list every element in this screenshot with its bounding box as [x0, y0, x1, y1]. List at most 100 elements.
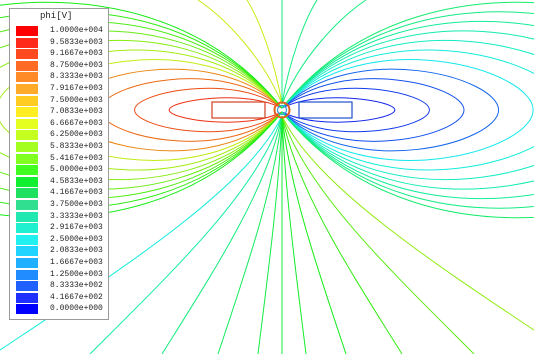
legend-value: 7.5000e+003 [50, 95, 103, 105]
legend-entry: 5.8333e+003 [14, 141, 108, 153]
legend-swatch [16, 211, 38, 222]
center-inner-ring [276, 104, 288, 116]
contour-line [281, 0, 318, 105]
contour-line [281, 30, 534, 190]
legend-swatch [16, 118, 38, 129]
legend-swatch [16, 84, 38, 94]
legend-swatch [16, 95, 38, 106]
contour-line [281, 78, 465, 142]
legend-value: 1.0000e+004 [50, 26, 103, 35]
contour-line [0, 40, 283, 180]
contour-line [0, 11, 283, 209]
contour-line [281, 87, 430, 133]
contour-line [89, 115, 283, 354]
legend-value: 5.0000e+003 [50, 165, 103, 175]
contour-line [281, 0, 367, 105]
contour-line [281, 115, 475, 354]
legend-entry: 7.0833e+003 [14, 106, 108, 118]
contour-line [281, 68, 500, 152]
legend-entry: 5.4167e+003 [14, 153, 108, 165]
legend-entry: 9.1667e+003 [14, 48, 108, 60]
legend-entry: 4.1667e+003 [14, 187, 108, 199]
legend-value: 0.0000e+000 [50, 304, 103, 314]
legend-entry: 1.6667e+003 [14, 257, 108, 269]
legend-swatch [16, 60, 38, 71]
legend-value: 6.6667e+003 [50, 118, 103, 128]
contour-line [134, 87, 283, 133]
contour-line [281, 115, 347, 354]
contour-line [168, 97, 283, 123]
legend-entry: 6.2500e+003 [14, 129, 108, 141]
legend-entry: 0.0000e+000 [14, 303, 108, 315]
legend-entry: 8.7500e+003 [14, 60, 108, 72]
contour-line [281, 115, 307, 354]
legend-value: 4.5833e+003 [50, 176, 103, 186]
legend-value: 7.0833e+003 [50, 107, 103, 117]
legend-swatch [16, 188, 38, 199]
legend-swatch [16, 142, 38, 152]
legend-value: 1.6667e+003 [50, 258, 103, 267]
legend-entry: 6.6667e+003 [14, 118, 108, 130]
legend-value: 8.7500e+003 [50, 60, 103, 70]
legend-swatch [16, 107, 38, 118]
legend-entry: 8.3333e+003 [14, 71, 108, 83]
legend-value: 4.1667e+002 [50, 292, 103, 302]
legend-value: 3.3333e+003 [50, 211, 103, 221]
legend-value: 2.0833e+003 [50, 246, 103, 256]
legend-swatch [16, 304, 38, 315]
legend-swatch [16, 223, 38, 234]
legend-entry: 1.0000e+004 [14, 25, 108, 37]
legend-swatch [16, 165, 38, 176]
legend-swatch [16, 72, 38, 83]
contour-line [0, 20, 283, 200]
contour-line [281, 115, 403, 354]
legend-value: 9.1667e+003 [50, 49, 103, 59]
legend-value: 9.5833e+003 [50, 37, 103, 47]
legend-value: 7.9167e+003 [50, 84, 103, 93]
legend-value: 6.2500e+003 [50, 130, 103, 140]
contour-line [281, 49, 534, 171]
contour-line [0, 49, 283, 171]
legend-entry: 4.1667e+002 [14, 292, 108, 304]
legend-swatch [16, 246, 38, 257]
legend-value: 3.7500e+003 [50, 200, 103, 209]
legend-swatch [16, 281, 38, 292]
legend-swatch [16, 269, 38, 280]
legend-swatch [16, 49, 38, 60]
legend-entry: 4.5833e+003 [14, 176, 108, 188]
contour-line [281, 11, 534, 209]
legend-value: 8.3333e+002 [50, 281, 103, 291]
legend-value: 2.5000e+003 [50, 234, 103, 244]
contour-line [217, 115, 283, 354]
legend-entry: 3.3333e+003 [14, 211, 108, 223]
contour-line [246, 0, 283, 105]
legend-value: 2.9167e+003 [50, 223, 103, 233]
legend-entry: 2.0833e+003 [14, 245, 108, 257]
right-electrode [298, 101, 353, 119]
contour-line [281, 40, 534, 180]
legend-entry: 5.0000e+003 [14, 164, 108, 176]
legend-entry: 2.5000e+003 [14, 234, 108, 246]
contour-line [281, 1, 534, 219]
legend-entry: 3.7500e+003 [14, 199, 108, 211]
legend-title: phi[V] [40, 11, 73, 21]
legend-entry: 7.5000e+003 [14, 95, 108, 107]
contour-line [161, 115, 283, 354]
contour-line [197, 0, 283, 105]
legend-entry: 8.3333e+002 [14, 280, 108, 292]
legend-swatch [16, 292, 38, 303]
left-electrode [211, 101, 266, 119]
legend-entry: 7.9167e+003 [14, 83, 108, 95]
center-ring [273, 101, 291, 119]
legend-value: 5.4167e+003 [50, 153, 103, 163]
contour-line [281, 97, 396, 123]
legend-value: 1.2500e+003 [50, 269, 103, 279]
contour-line [281, 20, 534, 200]
legend-swatch [16, 26, 38, 36]
legend-swatch [16, 37, 38, 48]
legend-entry: 1.2500e+003 [14, 269, 108, 281]
legend-swatch [16, 130, 38, 141]
legend-swatch [16, 200, 38, 210]
legend-value: 8.3333e+003 [50, 72, 103, 82]
color-legend: phi[V] 1.0000e+004 9.5833e+003 9.1667e+003… [9, 8, 109, 320]
